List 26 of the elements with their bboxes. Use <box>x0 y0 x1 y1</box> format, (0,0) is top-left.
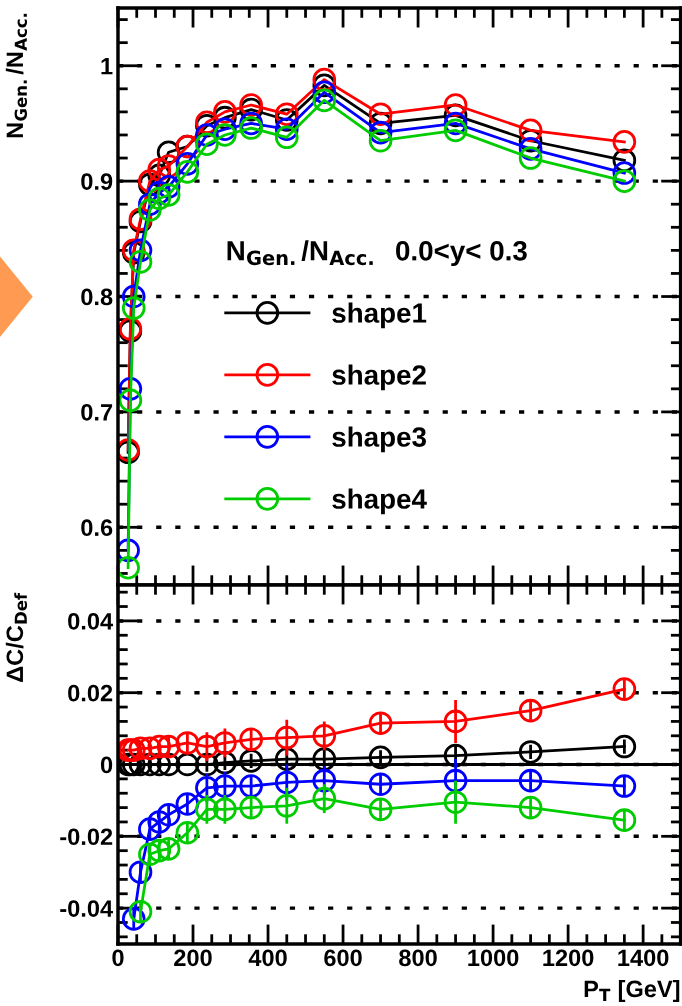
y-tick-label: -0.04 <box>60 900 113 917</box>
x-tick-label: 400 <box>248 949 287 967</box>
legend-label: shape1 <box>332 302 427 329</box>
y-tick-label: -0.02 <box>60 828 113 846</box>
x-tick-label: 200 <box>174 949 212 967</box>
y-tick-label: 0.8 <box>81 288 113 306</box>
legend-label: shape3 <box>332 426 426 453</box>
x-tick-label: 800 <box>399 949 437 967</box>
legend-title: N$_{Gen.}$/N$_{Acc.}$ 0.0<y< 0.3 <box>227 240 527 267</box>
y-tick-label: 0 <box>100 756 113 774</box>
y-tick-label: 1 <box>101 58 113 75</box>
y-tick-label: 0.6 <box>81 519 113 537</box>
legend-label: shape4 <box>332 488 427 515</box>
x-tick-label: 1000 <box>468 949 519 967</box>
y-tick-label: 0.02 <box>68 684 113 702</box>
y-axis-title: ΔC/C$_{Def}$ <box>5 592 28 682</box>
x-tick-label: 0 <box>112 949 124 967</box>
x-tick-label: 1400 <box>618 949 669 967</box>
y-axis-title: N$_{Gen.}$/N$_{Acc.}$ <box>5 13 28 138</box>
y-tick-label: 0.04 <box>68 612 113 630</box>
y-tick-label: 0.7 <box>81 403 113 421</box>
x-axis-title: P$_{T}$ [GeV] <box>584 979 680 1002</box>
x-tick-label: 600 <box>324 949 362 967</box>
x-tick-label: 1200 <box>543 949 594 967</box>
legend-label: shape2 <box>332 364 426 391</box>
y-tick-label: 0.9 <box>81 173 113 190</box>
